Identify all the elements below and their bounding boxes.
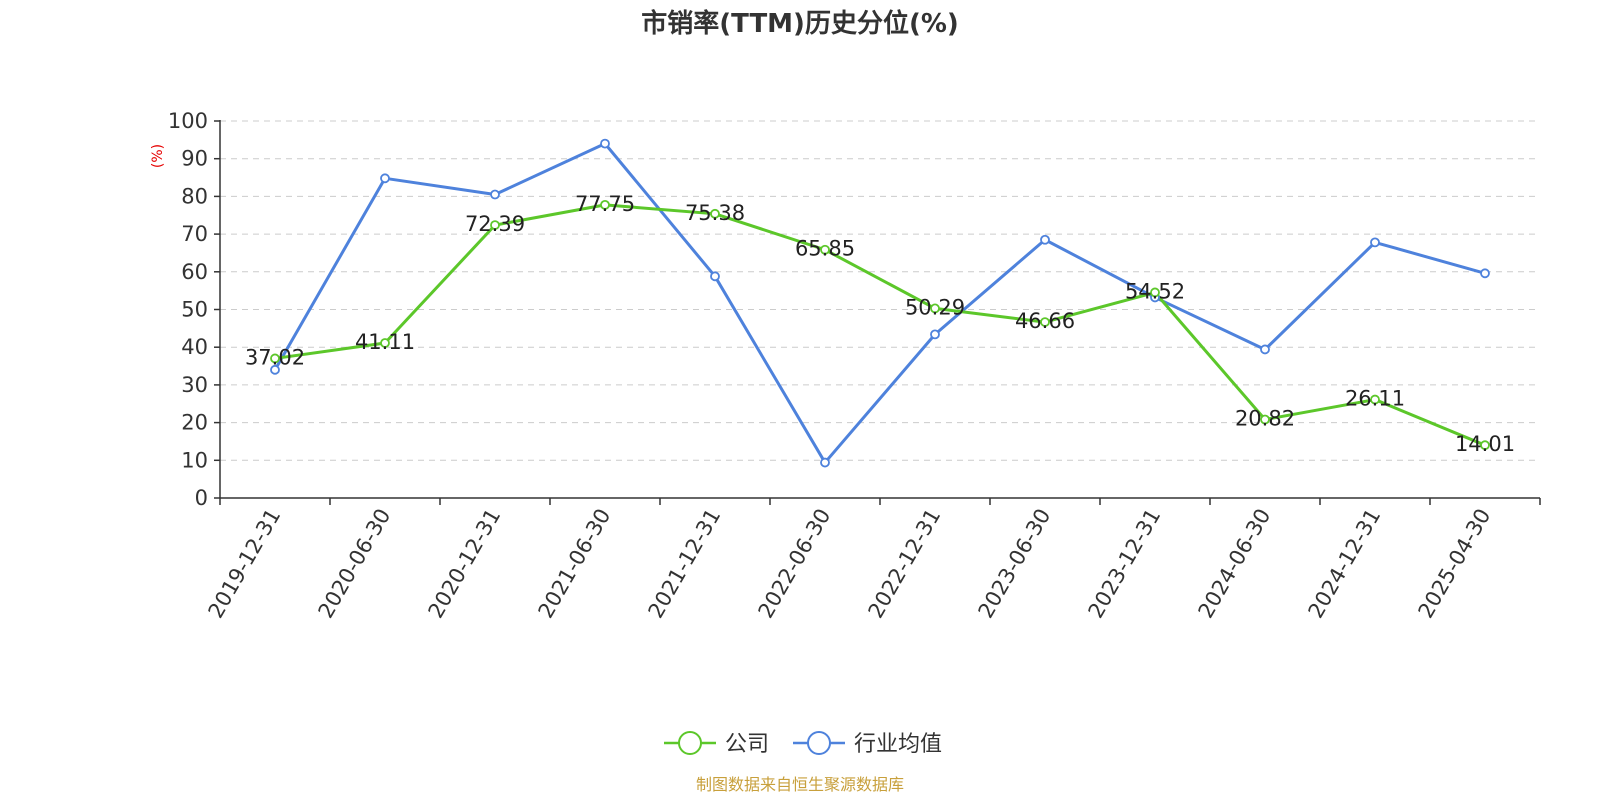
x-tick-label: 2020-06-30	[314, 505, 396, 623]
data-point[interactable]	[600, 138, 610, 149]
legend-item-0[interactable]: 公司	[664, 731, 769, 757]
data-point[interactable]	[380, 338, 390, 348]
x-tick-label: 2023-06-30	[974, 505, 1056, 623]
data-point[interactable]	[820, 457, 830, 468]
data-label: 41.11	[355, 330, 415, 354]
y-tick-label: 0	[195, 486, 208, 510]
data-label: 46.66	[1015, 309, 1075, 333]
data-point[interactable]	[600, 199, 610, 210]
data-label: 65.85	[795, 237, 855, 261]
data-point[interactable]	[1480, 268, 1490, 279]
legend-marker-icon	[807, 731, 831, 755]
data-point[interactable]	[710, 208, 720, 219]
data-label: 20.82	[1235, 407, 1295, 431]
x-tick-label: 2019-12-31	[204, 505, 286, 623]
data-point[interactable]	[820, 244, 830, 255]
y-tick-label: 90	[181, 147, 208, 171]
data-point[interactable]	[1260, 344, 1270, 355]
x-tick-label: 2021-06-30	[534, 505, 616, 623]
legend-marker-icon	[678, 731, 702, 755]
chart-title: 市销率(TTM)历史分位(%)	[641, 8, 959, 39]
y-tick-label: 60	[181, 260, 208, 284]
legend-label: 行业均值	[854, 732, 942, 757]
y-tick-label: 70	[181, 222, 208, 246]
data-label: 75.38	[685, 201, 745, 225]
x-tick-label: 2024-06-30	[1194, 505, 1276, 623]
series-line-1	[273, 142, 1486, 465]
data-label: 72.39	[465, 212, 525, 236]
y-tick-label: 50	[181, 298, 208, 322]
x-tick-label: 2021-12-31	[644, 505, 726, 623]
y-tick-label: 100	[168, 109, 208, 133]
y-axis-label: (%)	[150, 144, 166, 168]
legend-item-1[interactable]: 行业均值	[793, 731, 942, 757]
series	[270, 138, 1490, 468]
data-point[interactable]	[710, 271, 720, 282]
data-point[interactable]	[270, 353, 280, 364]
data-label: 26.11	[1345, 387, 1405, 411]
data-point[interactable]	[1040, 234, 1050, 245]
x-tick-label: 2022-06-30	[754, 505, 836, 623]
x-tick-label: 2024-12-31	[1304, 505, 1386, 623]
data-point[interactable]	[490, 220, 500, 230]
data-point[interactable]	[1040, 317, 1050, 327]
data-point[interactable]	[930, 329, 940, 340]
data-label: 54.52	[1125, 279, 1185, 303]
data-label: 50.29	[905, 295, 965, 319]
data-point[interactable]	[930, 303, 940, 314]
data-point[interactable]	[1260, 414, 1270, 425]
y-tick-label: 80	[181, 184, 208, 208]
y-tick-label: 20	[181, 411, 208, 435]
data-point[interactable]	[1370, 394, 1380, 405]
series-line-0	[274, 203, 1486, 447]
data-labels: 37.02 41.11 72.39 77.75 75.38 65.85 50.29 46.66…	[245, 192, 1515, 456]
data-point[interactable]	[270, 364, 280, 375]
x-ticks: 2019-12-31 2020-06-30 2020-12-31 2021-06-30…	[204, 498, 1541, 623]
data-point[interactable]	[1480, 440, 1490, 451]
y-ticks: 0 10 20 30 40 50 60 70 80 90 100	[168, 109, 220, 510]
x-tick-label: 2023-12-31	[1084, 505, 1166, 623]
data-label: 37.02	[245, 345, 305, 369]
data-point[interactable]	[1370, 237, 1380, 248]
y-tick-label: 40	[181, 335, 208, 359]
y-tick-label: 30	[181, 373, 208, 397]
data-point[interactable]	[1150, 287, 1160, 298]
data-label: 14.01	[1455, 432, 1515, 456]
legend-label: 公司	[725, 732, 769, 757]
x-tick-label: 2025-04-30	[1414, 505, 1496, 623]
source-note: 制图数据来自恒生聚源数据库	[696, 775, 904, 794]
legend[interactable]: 公司 行业均值	[664, 731, 942, 757]
x-tick-label: 2020-12-31	[424, 505, 506, 623]
y-tick-label: 10	[181, 448, 208, 472]
data-point[interactable]	[490, 189, 500, 200]
grid	[220, 120, 1540, 461]
x-tick-label: 2022-12-31	[864, 505, 946, 623]
data-label: 77.75	[575, 192, 635, 216]
data-point[interactable]	[380, 173, 390, 184]
